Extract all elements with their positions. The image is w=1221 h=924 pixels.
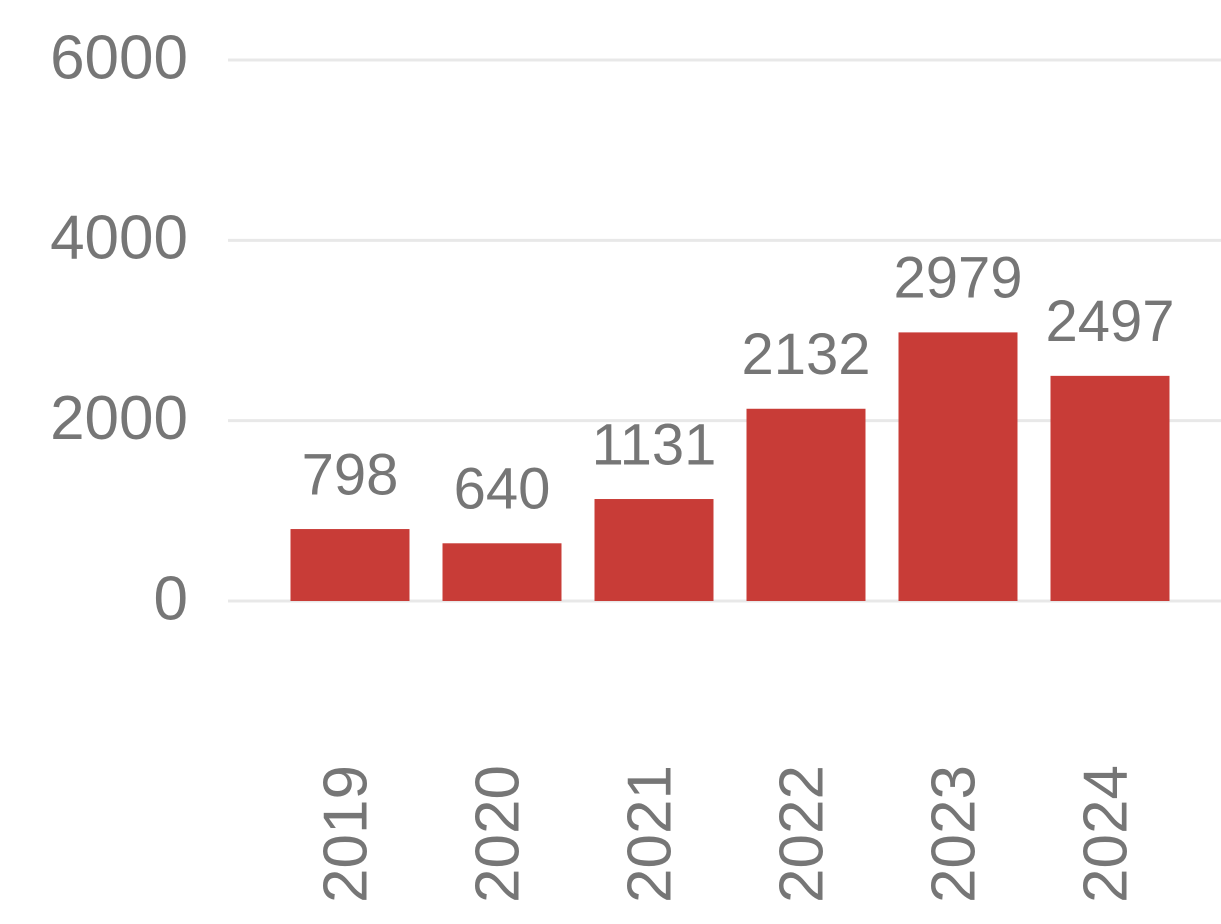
bar (1050, 375, 1170, 601)
bar (898, 332, 1018, 601)
y-tick-label: 0 (154, 564, 188, 633)
y-tick-label: 2000 (50, 384, 188, 453)
data-label: 798 (302, 442, 399, 507)
x-tick-label: 2020 (463, 765, 532, 903)
x-tick-label: 2021 (615, 765, 684, 903)
x-tick-label: 2024 (1071, 765, 1140, 903)
y-tick-label: 6000 (50, 23, 188, 92)
bar (442, 543, 562, 601)
bar (746, 408, 866, 601)
data-label: 640 (454, 457, 551, 522)
x-tick-label: 2022 (767, 765, 836, 903)
data-label: 2497 (1045, 289, 1174, 354)
bar (594, 499, 714, 601)
x-tick-label: 2023 (919, 765, 988, 903)
data-label: 1131 (592, 412, 717, 477)
bar (290, 529, 410, 601)
x-tick-label: 2019 (311, 765, 380, 903)
data-label: 2979 (893, 246, 1022, 311)
data-label: 2132 (741, 322, 870, 387)
y-tick-label: 4000 (50, 204, 188, 273)
